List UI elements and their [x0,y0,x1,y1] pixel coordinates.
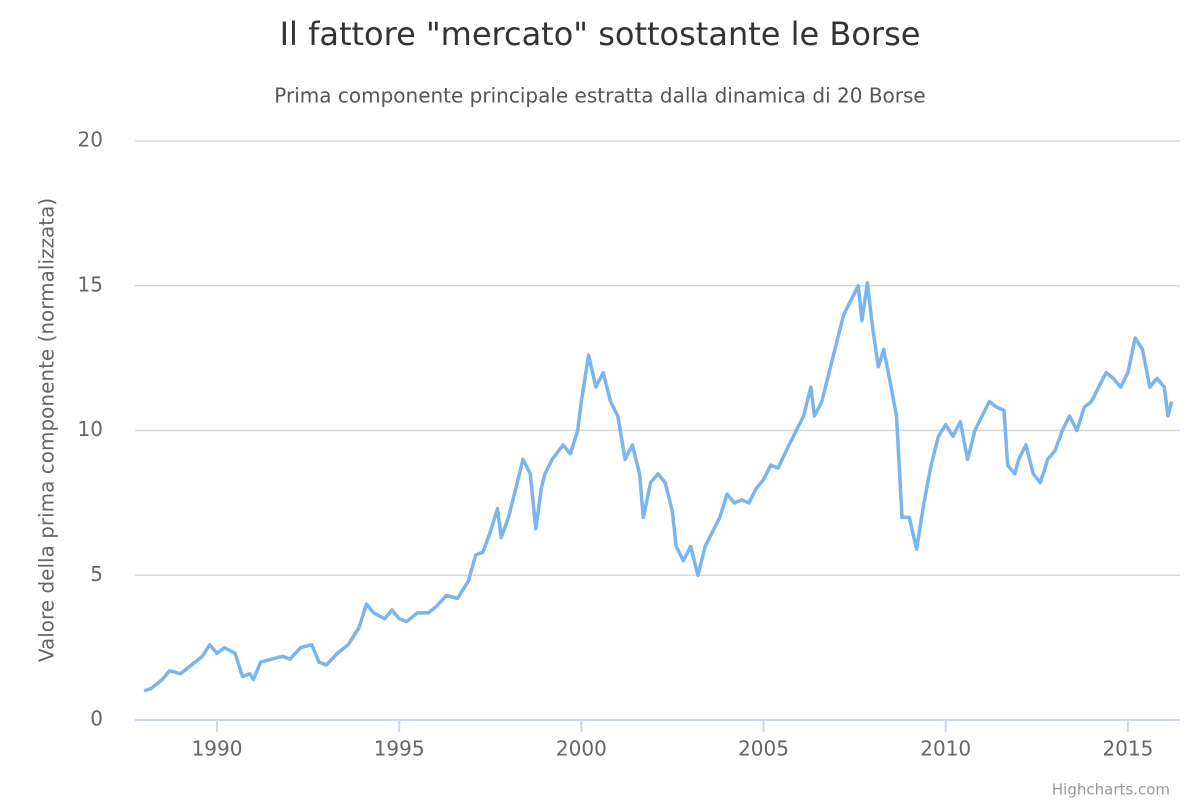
x-tick-label: 1990 [192,737,243,761]
chart-title: Il fattore "mercato" sottostante le Bors… [280,15,921,53]
series-line [143,281,1174,693]
chart-subtitle: Prima componente principale estratta dal… [274,84,925,108]
x-tick-label: 2010 [920,737,971,761]
x-tick-label: 1995 [374,737,425,761]
y-tick-label: 0 [90,707,103,731]
credits[interactable]: Highcharts.com [1052,781,1170,799]
y-tick-label: 10 [78,417,103,441]
y-tick-label: 15 [78,272,103,296]
x-tick-label: 2015 [1102,737,1153,761]
y-tick-label: 5 [90,562,103,586]
y-axis-title: Valore della prima componente (normalizz… [35,198,59,662]
x-tick-label: 2000 [556,737,607,761]
y-tick-label: 20 [78,128,103,152]
x-tick-label: 2005 [738,737,789,761]
